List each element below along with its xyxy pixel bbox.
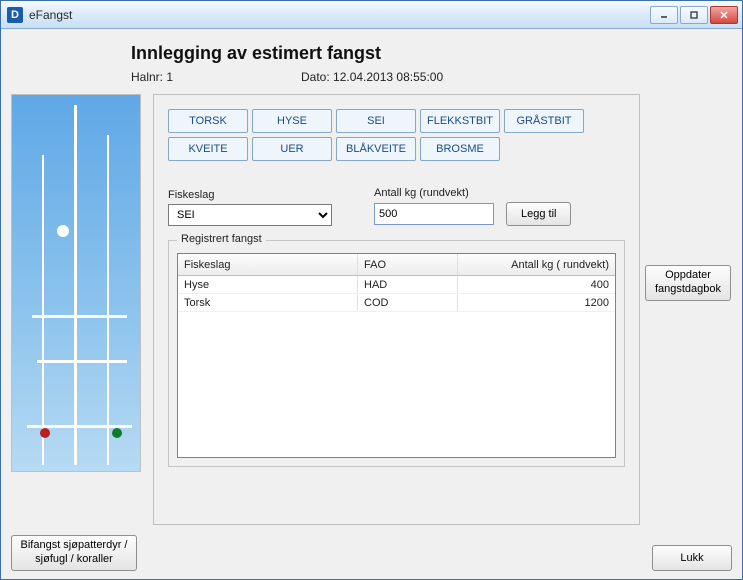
close-window-button[interactable]	[710, 6, 738, 24]
side-image	[11, 94, 141, 472]
cell-fao: COD	[358, 294, 458, 311]
main-panel: TORSKHYSESEIFLEKKSTBITGRÅSTBITKVEITEUERB…	[153, 94, 640, 525]
minimize-button[interactable]	[650, 6, 678, 24]
species-button-torsk[interactable]: TORSK	[168, 109, 248, 133]
oppdater-fangstdagbok-button[interactable]: Oppdater fangstdagbok	[645, 265, 731, 301]
species-button-uer[interactable]: UER	[252, 137, 332, 161]
species-button-hyse[interactable]: HYSE	[252, 109, 332, 133]
table-row[interactable]: TorskCOD1200	[178, 294, 615, 312]
cell-fiskeslag: Torsk	[178, 294, 358, 311]
maximize-button[interactable]	[680, 6, 708, 24]
species-button-brosme[interactable]: BROSME	[420, 137, 500, 161]
species-button-blåkveite[interactable]: BLÅKVEITE	[336, 137, 416, 161]
dato-label: Dato: 12.04.2013 08:55:00	[301, 70, 443, 84]
column-header-antall[interactable]: Antall kg ( rundvekt)	[458, 254, 615, 275]
cell-fiskeslag: Hyse	[178, 276, 358, 293]
registrert-fangst-group: Registrert fangst Fiskeslag FAO Antall k…	[168, 240, 625, 467]
lukk-button[interactable]: Lukk	[652, 545, 732, 571]
cell-antall: 1200	[458, 294, 615, 311]
window-title: eFangst	[29, 8, 650, 22]
antall-input[interactable]	[374, 203, 494, 225]
group-legend: Registrert fangst	[177, 233, 266, 245]
cell-antall: 400	[458, 276, 615, 293]
app-icon: D	[7, 7, 23, 23]
species-button-kveite[interactable]: KVEITE	[168, 137, 248, 161]
fiskeslag-select[interactable]: SEI	[168, 204, 332, 226]
bifangst-button[interactable]: Bifangst sjøpatterdyr / sjøfugl / korall…	[11, 535, 137, 571]
legg-til-button[interactable]: Legg til	[506, 202, 571, 226]
species-button-group: TORSKHYSESEIFLEKKSTBITGRÅSTBITKVEITEUERB…	[168, 109, 608, 161]
column-header-fao[interactable]: FAO	[358, 254, 458, 275]
halnr-label: Halnr: 1	[131, 70, 301, 84]
registrert-table: Fiskeslag FAO Antall kg ( rundvekt) Hyse…	[177, 253, 616, 458]
species-button-gråstbit[interactable]: GRÅSTBIT	[504, 109, 584, 133]
fiskeslag-label: Fiskeslag	[168, 189, 332, 201]
species-button-sei[interactable]: SEI	[336, 109, 416, 133]
column-header-fiskeslag[interactable]: Fiskeslag	[178, 254, 358, 275]
cell-fao: HAD	[358, 276, 458, 293]
species-button-flekkstbit[interactable]: FLEKKSTBIT	[420, 109, 500, 133]
page-title: Innlegging av estimert fangst	[131, 43, 732, 64]
antall-label: Antall kg (rundvekt)	[374, 187, 571, 199]
table-row[interactable]: HyseHAD400	[178, 276, 615, 294]
titlebar: D eFangst	[1, 1, 742, 29]
